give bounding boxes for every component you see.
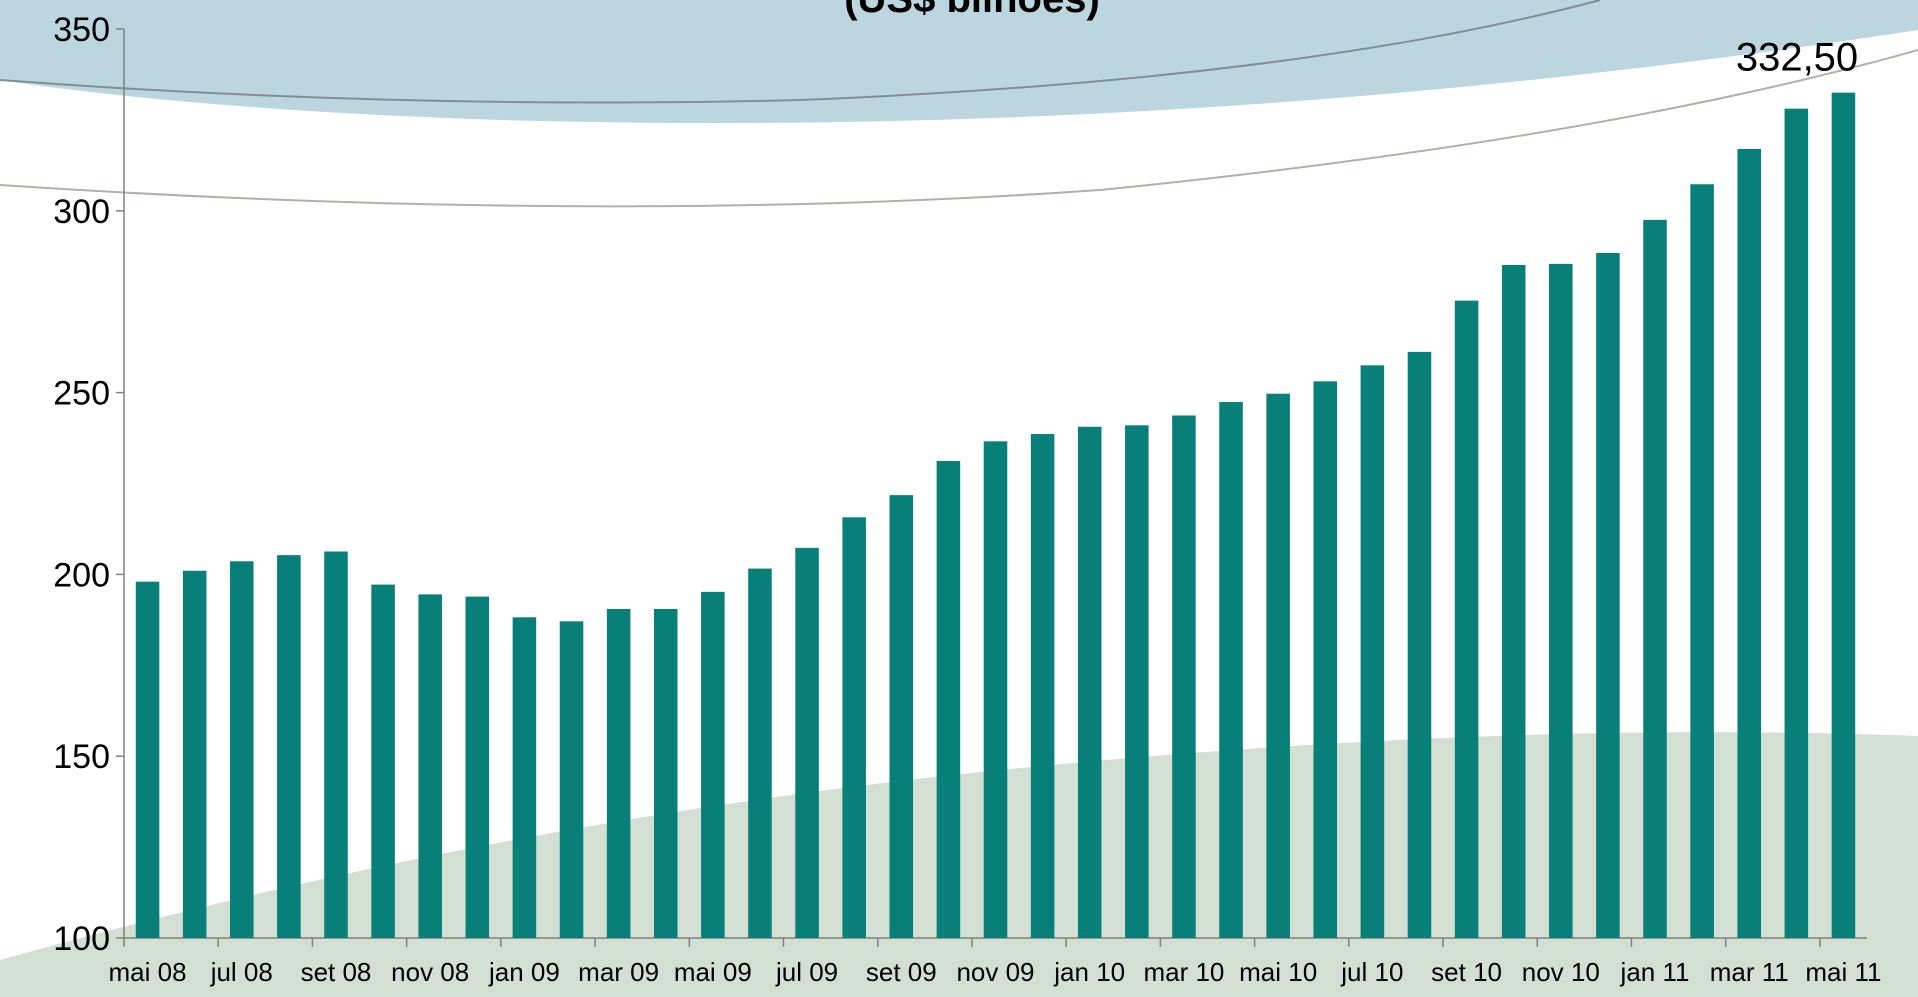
x-tick-label: mai 11 — [1805, 957, 1881, 987]
bar — [1030, 434, 1055, 938]
bar — [465, 596, 490, 938]
x-tick-label: mar 09 — [578, 957, 659, 987]
x-tick-label: set 10 — [1431, 957, 1502, 987]
y-tick-label: 250 — [53, 375, 110, 413]
bar — [324, 551, 348, 938]
x-tick-label: set 08 — [301, 957, 372, 987]
x-tick-label: nov 10 — [1522, 957, 1600, 987]
bar — [1172, 415, 1196, 938]
bar — [182, 570, 207, 938]
x-tick-label: set 09 — [866, 957, 937, 987]
bar — [1360, 365, 1385, 939]
y-tick-label: 100 — [53, 920, 110, 958]
bar — [1407, 351, 1432, 938]
bar — [559, 621, 584, 938]
bar — [1266, 393, 1290, 938]
bar — [701, 591, 725, 938]
x-tick-label: jan 10 — [1053, 957, 1125, 987]
bar — [1549, 263, 1573, 938]
bar — [229, 561, 254, 938]
x-tick-label: nov 08 — [391, 957, 469, 987]
chart-title: (US$ bilhões) — [844, 0, 1100, 21]
x-tick-label: jul 10 — [1340, 957, 1403, 987]
x-tick-label: jul 08 — [210, 957, 273, 987]
bar — [653, 608, 678, 938]
x-tick-label: mai 10 — [1239, 957, 1317, 987]
bar — [1219, 402, 1243, 938]
x-tick-label: mai 09 — [674, 957, 752, 987]
bar — [1501, 264, 1526, 938]
bar — [1313, 381, 1338, 939]
bar — [936, 460, 961, 938]
x-tick-label: jul 09 — [775, 957, 838, 987]
y-tick-label: 200 — [53, 556, 110, 594]
x-tick-label: jan 11 — [1620, 957, 1690, 987]
value-label: 332,50 — [1736, 36, 1858, 80]
bar — [512, 617, 537, 938]
bar — [1784, 108, 1809, 938]
bar — [1077, 426, 1102, 938]
bar — [889, 495, 914, 938]
bar — [983, 441, 1008, 938]
x-tick-label: mai 08 — [109, 957, 187, 987]
bar — [371, 584, 395, 938]
bar — [418, 594, 442, 938]
bar — [1831, 92, 1856, 938]
x-tick-label: jan 09 — [488, 957, 560, 987]
y-tick-label: 300 — [53, 193, 110, 231]
bar — [842, 517, 866, 938]
bar — [135, 581, 160, 938]
bar — [1737, 148, 1762, 938]
bar — [1690, 184, 1714, 938]
bar — [1596, 252, 1620, 938]
bar — [277, 555, 301, 938]
y-tick-label: 150 — [53, 738, 110, 776]
bar — [606, 608, 631, 938]
bar — [1643, 219, 1667, 938]
y-tick-label: 350 — [53, 11, 110, 49]
x-tick-label: mar 10 — [1143, 957, 1224, 987]
x-tick-label: nov 09 — [956, 957, 1034, 987]
bar — [1454, 300, 1479, 938]
bar — [795, 547, 819, 938]
bar — [748, 568, 772, 938]
x-tick-label: mar 11 — [1710, 957, 1789, 987]
bar — [1125, 425, 1149, 939]
